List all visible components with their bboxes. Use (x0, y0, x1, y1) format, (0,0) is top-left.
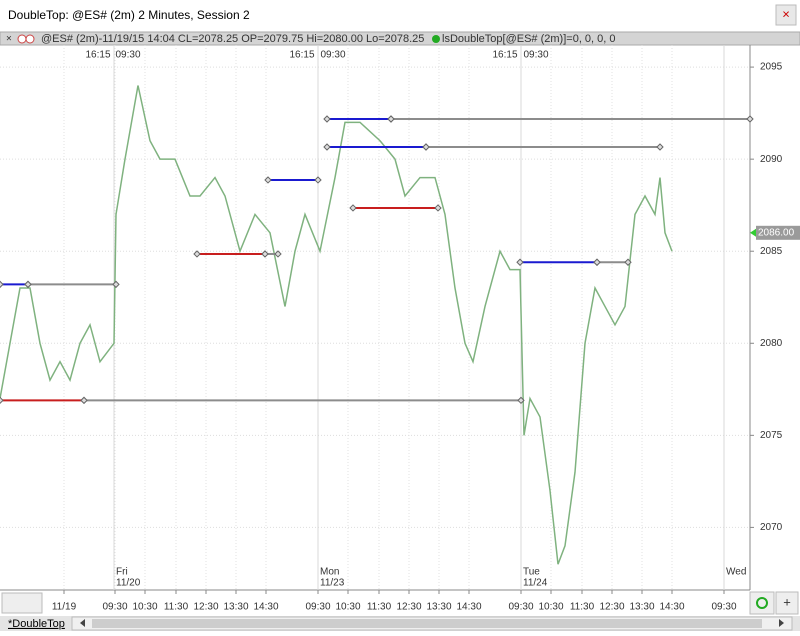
info-icon (25, 34, 35, 44)
level-marker (349, 204, 357, 212)
x-tick-label: 13:30 (426, 602, 451, 613)
y-tick-label: 2070 (760, 522, 783, 533)
x-tick-label: 13:30 (629, 602, 654, 613)
day-label: Wed (726, 567, 746, 578)
session-label: 09:30 (320, 50, 345, 61)
x-tick-label: 14:30 (659, 602, 684, 613)
date-label: 11/20 (116, 578, 141, 589)
y-tick-label: 2080 (760, 338, 783, 349)
level-marker (80, 396, 88, 405)
session-label: 16:15 (492, 50, 517, 61)
date-label: 11/24 (523, 578, 548, 589)
level-marker (517, 396, 525, 405)
scroll-thumb[interactable] (92, 619, 762, 628)
info-bar (0, 31, 800, 46)
y-tick-label: 2075 (760, 430, 783, 441)
session-label: 09:30 (523, 50, 548, 61)
level-marker (0, 280, 4, 289)
x-tick-label: 11:30 (164, 602, 189, 613)
level-marker (516, 258, 524, 266)
x-tick-label: 13:30 (223, 602, 248, 613)
level-marker (387, 115, 395, 123)
x-tick-label: 12:30 (599, 602, 624, 613)
session-label: 09:30 (115, 50, 140, 61)
price-line (0, 85, 673, 565)
date-label: 11/23 (320, 578, 345, 589)
level-marker (0, 396, 4, 405)
refresh-icon[interactable] (756, 597, 768, 609)
info-study: lsDoubleTop[@ES# (2m)]=0, 0, 0, 0 (442, 33, 616, 45)
add-button[interactable] (775, 591, 799, 615)
x-tick-label: 09:30 (711, 602, 736, 613)
level-marker (593, 258, 601, 266)
info-icon (17, 34, 27, 44)
level-marker (746, 115, 754, 123)
x-tick-label: 10:30 (335, 602, 360, 613)
x-tick-label: 14:30 (456, 602, 481, 613)
day-label: Fri (116, 567, 128, 578)
x-tick-label: 09:30 (102, 602, 127, 613)
y-tick-label: 2090 (760, 154, 783, 165)
level-marker (323, 115, 331, 123)
x-tick-label: 09:30 (305, 602, 330, 613)
window-title: DoubleTop: @ES# (2m) 2 Minutes, Session … (8, 8, 250, 22)
level-marker (422, 143, 430, 151)
x-tick-label: 10:30 (132, 602, 157, 613)
level-marker (261, 250, 269, 258)
info-symbol: @ES# (2m)-11/19/15 14:04 CL=2078.25 OP=2… (41, 33, 424, 45)
x-tick-label: 10:30 (538, 602, 563, 613)
x-tick-label: 12:30 (396, 602, 421, 613)
session-label: 16:15 (85, 50, 110, 61)
add-label[interactable]: + (783, 594, 791, 609)
level-marker (323, 143, 331, 151)
level-marker (112, 280, 120, 289)
level-marker (193, 250, 201, 258)
level-marker (434, 204, 442, 212)
time-scroll-box[interactable] (1, 592, 43, 614)
day-label: Mon (320, 567, 339, 578)
x-tick-label: 11/19 (52, 602, 77, 613)
last-price-label: 2086.00 (758, 227, 795, 238)
scroll-left[interactable] (80, 619, 85, 627)
title-bar (0, 0, 800, 31)
level-marker (264, 176, 272, 184)
study-icon (432, 35, 440, 43)
last-price-pointer (750, 228, 756, 237)
x-tick-label: 12:30 (193, 602, 218, 613)
level-marker (274, 250, 282, 258)
x-tick-label: 09:30 (508, 602, 533, 613)
y-tick-label: 2095 (760, 62, 783, 73)
level-marker (314, 176, 322, 184)
session-label: 16:15 (289, 50, 314, 61)
refresh-button[interactable] (749, 591, 775, 615)
close-icon[interactable]: × (782, 6, 790, 21)
y-tick-label: 2085 (760, 246, 783, 257)
close-button[interactable] (775, 4, 797, 26)
scroll-right[interactable] (779, 619, 784, 627)
x-tick-label: 14:30 (253, 602, 278, 613)
day-label: Tue (523, 567, 540, 578)
tab[interactable]: *DoubleTop (8, 618, 65, 630)
x-tick-label: 11:30 (570, 602, 595, 613)
x-tick-label: 11:30 (367, 602, 392, 613)
info-close[interactable]: × (6, 34, 12, 45)
level-marker (24, 280, 32, 289)
level-marker (624, 258, 632, 266)
level-marker (656, 143, 664, 151)
last-price-box (756, 225, 800, 240)
